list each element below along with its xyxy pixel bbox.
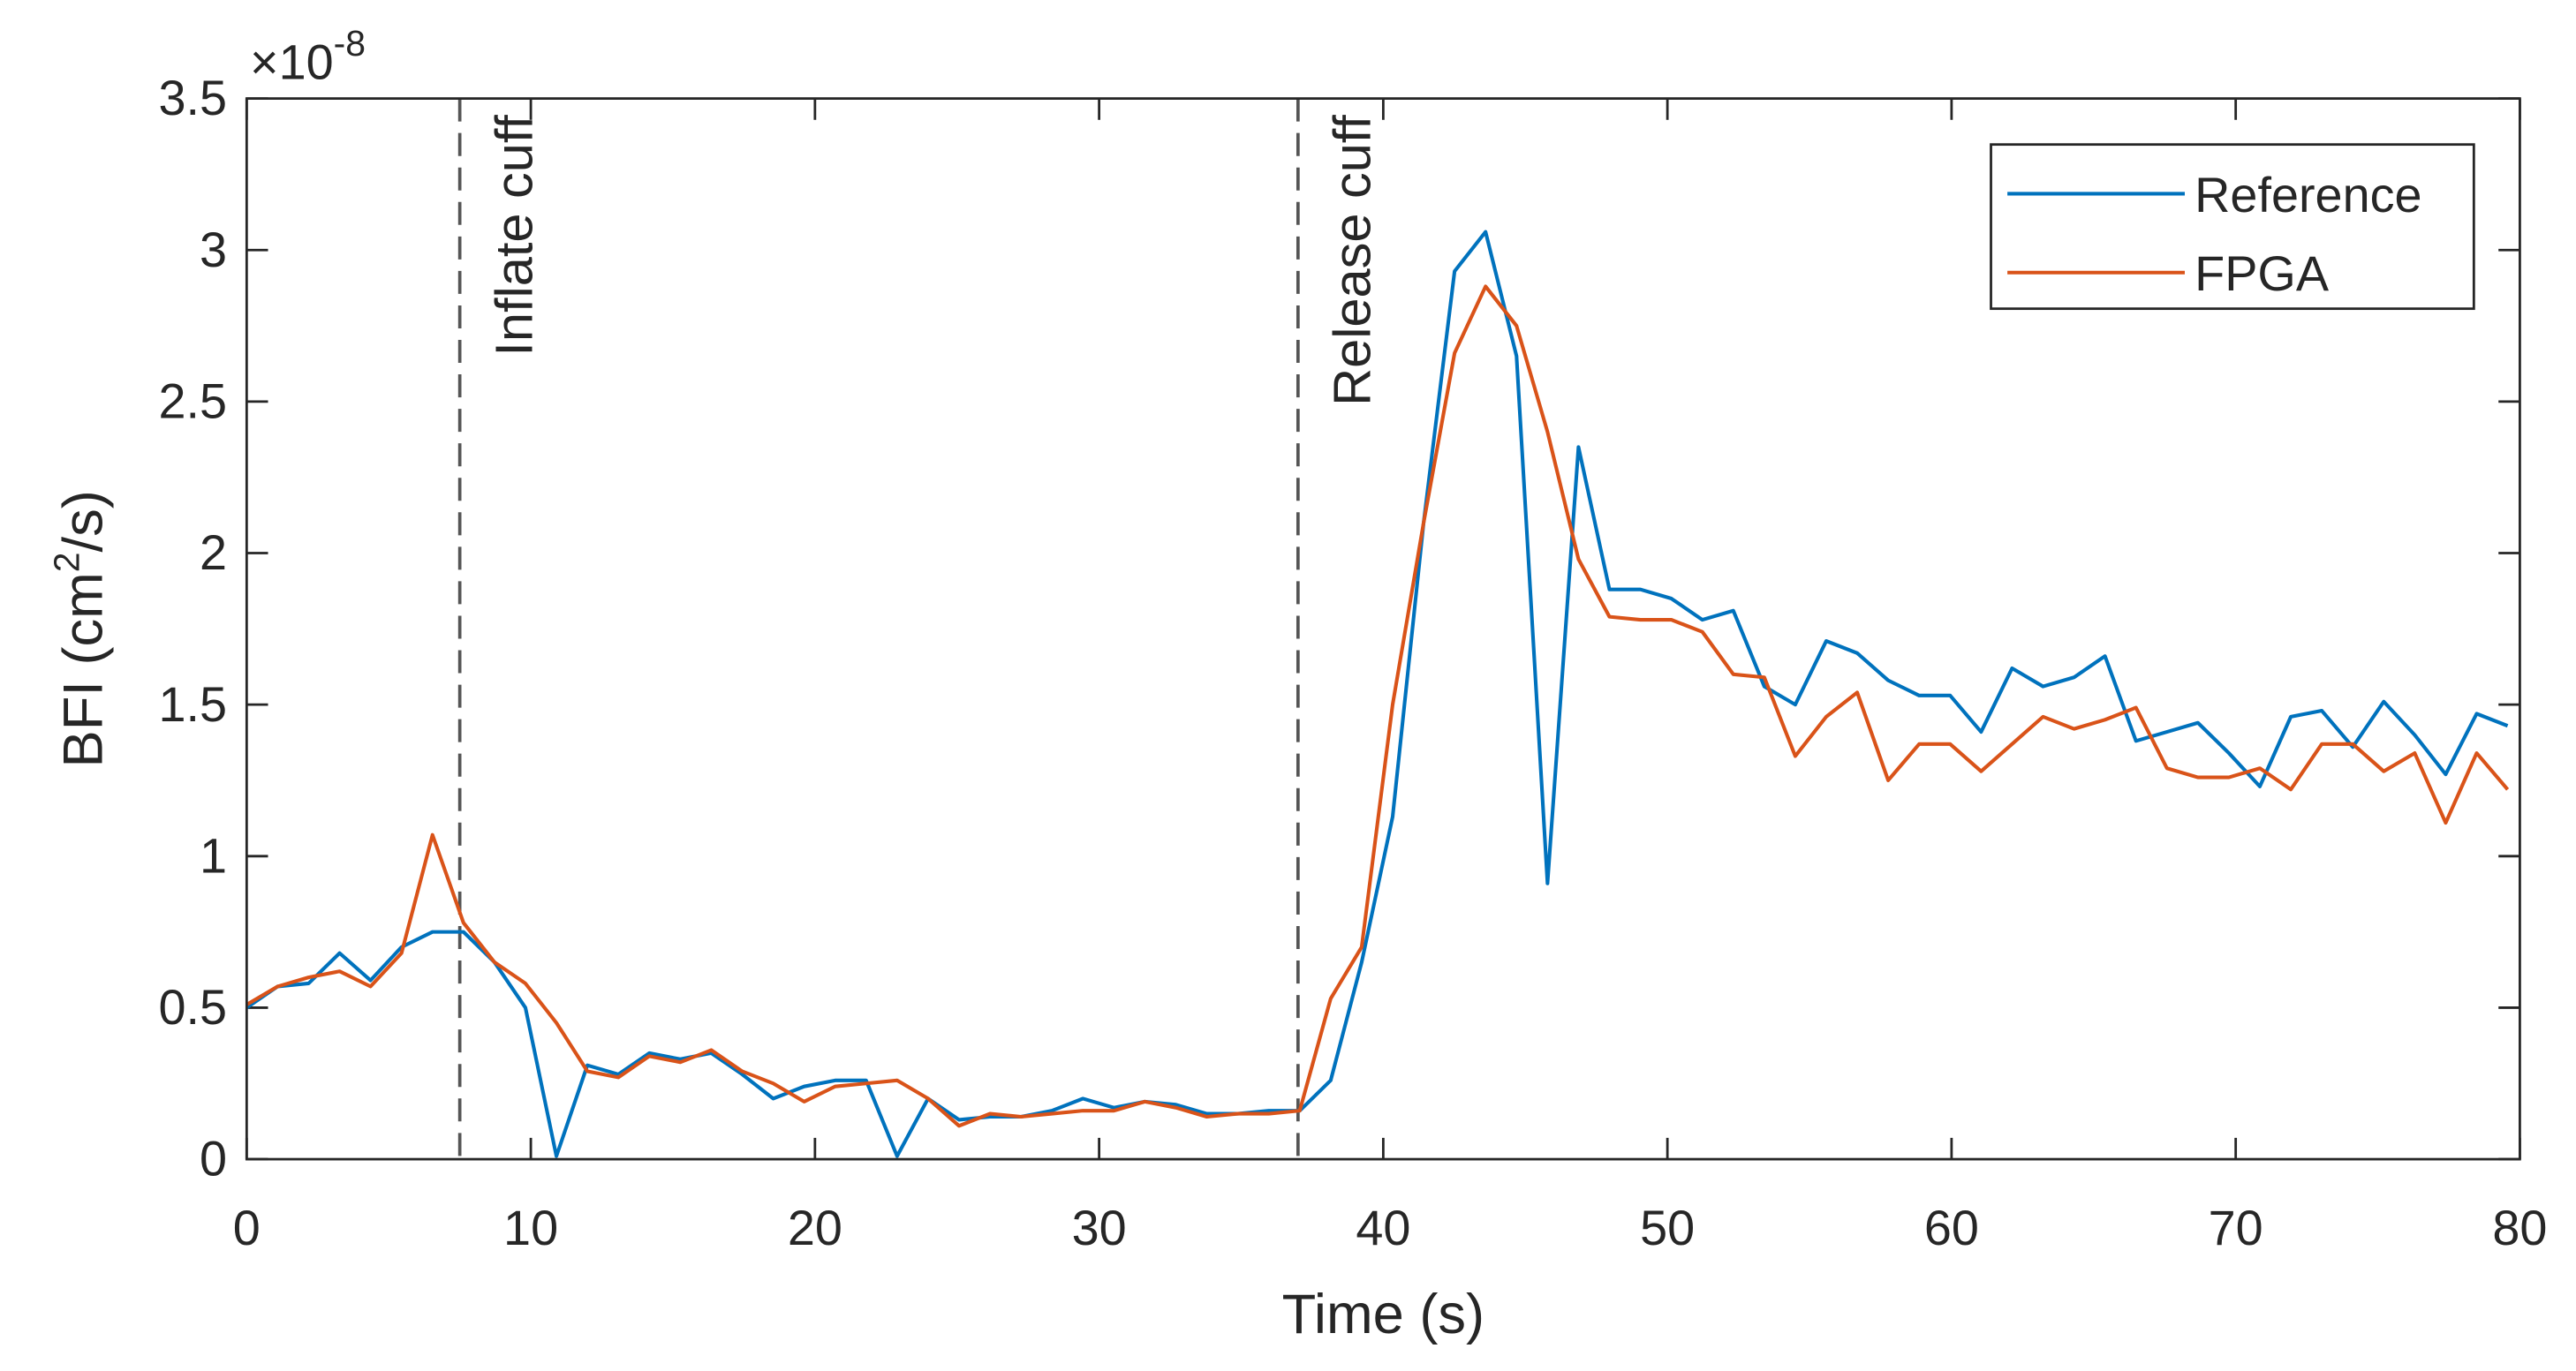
x-tick-label: 40	[1356, 1200, 1410, 1255]
x-tick-label: 70	[2209, 1200, 2263, 1255]
x-tick-label: 20	[788, 1200, 842, 1255]
y-tick-label: 3	[200, 222, 227, 277]
y-axis-label: BFI (cm2/s)	[47, 490, 115, 767]
plot-frame	[245, 97, 2521, 1161]
annotation-label: Release cuff	[1323, 115, 1382, 406]
data-line	[246, 284, 2510, 1128]
annotation-label: Inflate cuff	[484, 115, 543, 357]
y-tick-label: 1	[200, 827, 227, 883]
y-tick-label: 3.5	[158, 70, 227, 125]
legend-box	[1990, 143, 2475, 311]
x-tick-label: 60	[1924, 1200, 1979, 1255]
y-exponent-base: ×10	[250, 34, 334, 89]
y-label-sup: 2	[47, 552, 87, 572]
y-tick-label: 2	[200, 524, 227, 580]
y-label-part: /s)	[53, 490, 115, 552]
x-tick-label: 30	[1072, 1200, 1127, 1255]
data-line	[246, 230, 2509, 1158]
x-tick-label: 80	[2492, 1200, 2547, 1255]
y-label-part: BFI (cm	[53, 572, 115, 767]
legend-label: Reference	[2195, 167, 2421, 222]
x-tick-label: 10	[503, 1200, 558, 1255]
y-tick-label: 2.5	[158, 373, 227, 428]
x-tick-label: 50	[1640, 1200, 1695, 1255]
x-axis-label: Time (s)	[1282, 1284, 1484, 1345]
legend-label: FPGA	[2195, 245, 2330, 301]
x-tick-label: 0	[233, 1200, 261, 1255]
y-exponent: ×10-8	[250, 23, 366, 89]
y-tick-label: 1.5	[158, 676, 227, 732]
y-tick-label: 0	[200, 1131, 227, 1186]
y-exponent-power: -8	[334, 23, 366, 64]
y-tick-label: 0.5	[158, 979, 227, 1035]
